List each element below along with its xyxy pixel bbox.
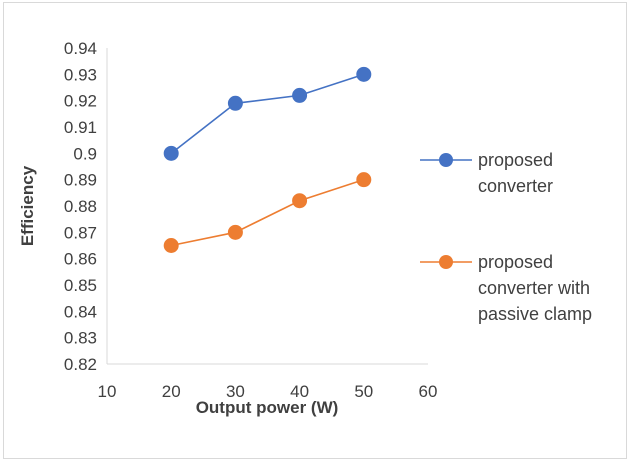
x-axis-title: Output power (W) [196, 398, 339, 417]
series-1 [163, 66, 372, 161]
x-tick-label: 50 [354, 382, 373, 401]
legend-marker [439, 153, 453, 167]
data-point [356, 172, 372, 188]
series-line [171, 178, 365, 247]
data-point [163, 238, 179, 253]
x-tick-label: 60 [419, 382, 438, 401]
x-tick-label: 20 [162, 382, 181, 401]
data-point [227, 224, 243, 240]
y-tick-label: 0.83 [64, 329, 97, 348]
legend-label: converter with [478, 278, 590, 298]
chart-border [3, 2, 627, 459]
y-tick-label: 0.82 [64, 355, 97, 374]
y-tick-label: 0.84 [64, 302, 97, 321]
y-tick-label: 0.93 [64, 65, 97, 84]
y-tick-label: 0.88 [64, 197, 97, 216]
y-tick-label: 0.94 [64, 39, 97, 58]
legend-label: converter [478, 176, 553, 196]
y-tick-label: 0.91 [64, 118, 97, 137]
y-tick-label: 0.86 [64, 250, 97, 269]
x-tick-labels: 10 20 30 40 50 60 [98, 382, 438, 401]
y-tick-label: 0.89 [64, 171, 97, 190]
y-tick-label: 0.85 [64, 276, 97, 295]
axes [106, 48, 428, 365]
y-tick-label: 0.9 [73, 144, 97, 163]
legend-label: proposed [478, 252, 553, 272]
legend-marker [439, 255, 453, 269]
legend-entry-2: proposed converter with passive clamp [420, 252, 592, 324]
data-point [227, 95, 243, 111]
x-tick-label: 10 [98, 382, 117, 401]
series-2 [163, 172, 372, 253]
data-point [163, 145, 179, 161]
y-tick-label: 0.87 [64, 223, 97, 242]
y-tick-label: 0.92 [64, 92, 97, 111]
series-line [170, 73, 365, 154]
series-layer [163, 66, 372, 253]
legend-entry-1: proposed converter [420, 150, 553, 196]
y-tick-labels: 0.82 0.83 0.84 0.85 0.86 0.87 0.88 0.89 0.9 0.91 0… [64, 39, 97, 374]
data-point [356, 66, 372, 82]
data-point [292, 87, 308, 103]
legend-label: proposed [478, 150, 553, 170]
x-tick-label: 40 [290, 382, 309, 401]
y-axis-title: Efficiency [18, 165, 37, 246]
data-point [292, 193, 308, 209]
x-tick-label: 30 [226, 382, 245, 401]
legend-label: passive clamp [478, 304, 592, 324]
